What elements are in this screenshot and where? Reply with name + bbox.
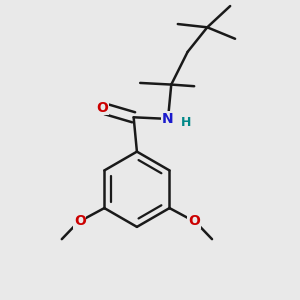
- Text: O: O: [96, 101, 108, 115]
- Text: O: O: [74, 214, 86, 228]
- Text: H: H: [181, 116, 191, 129]
- Text: O: O: [188, 214, 200, 228]
- Text: N: N: [162, 112, 174, 126]
